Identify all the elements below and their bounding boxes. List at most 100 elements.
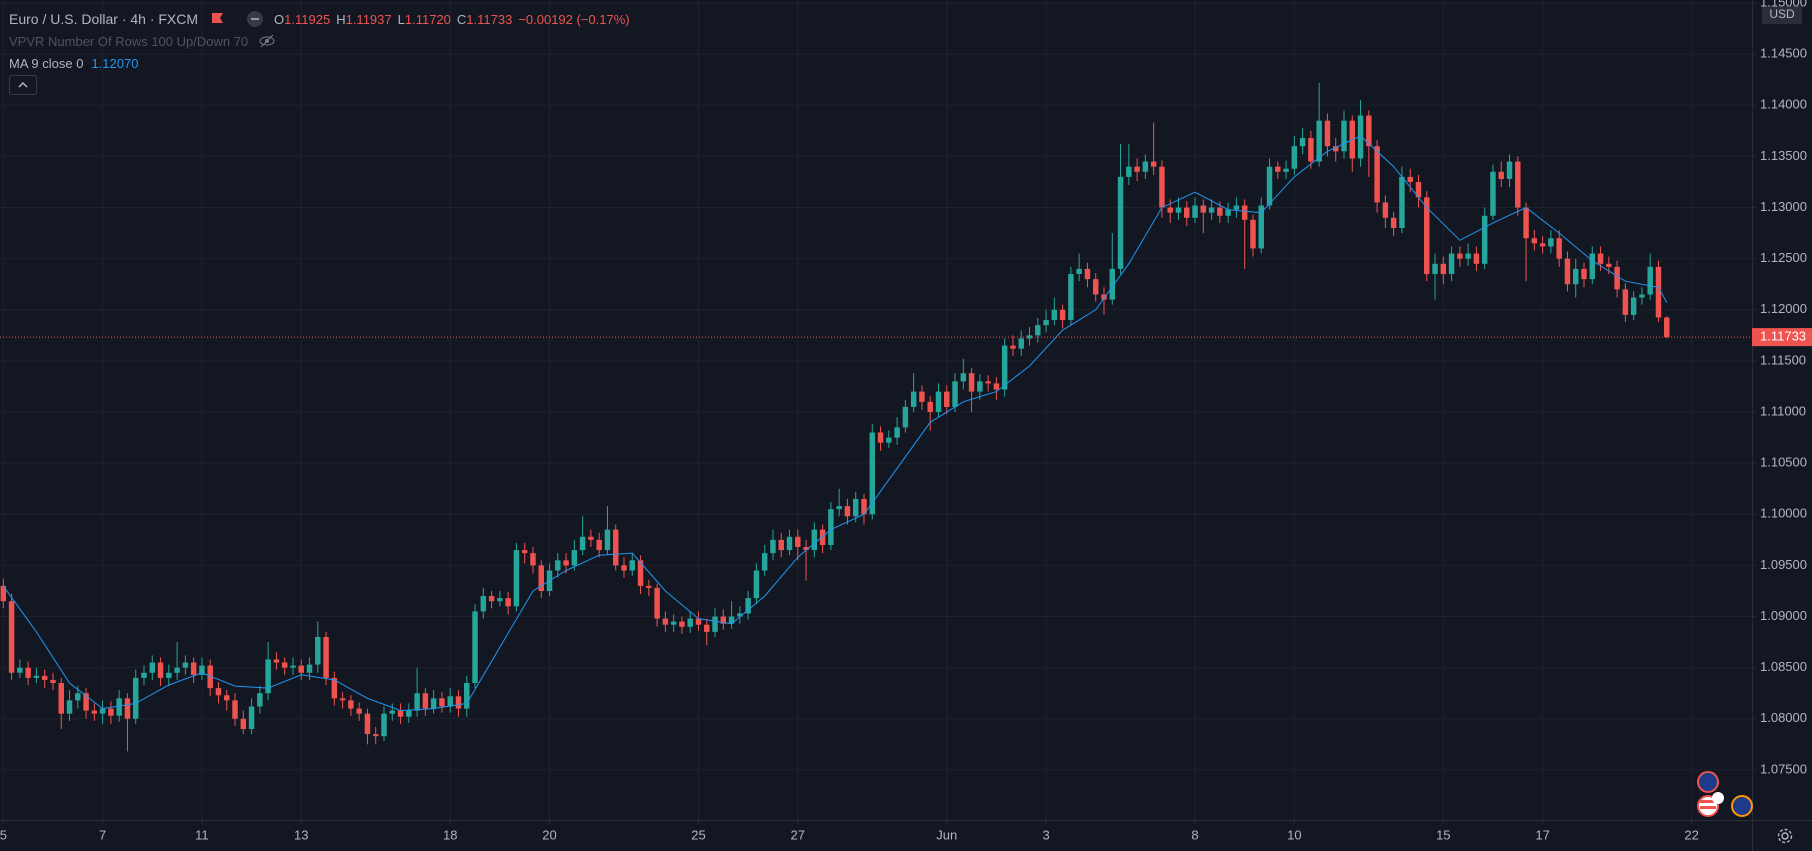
candle-body <box>364 713 371 735</box>
candle-body <box>1407 176 1413 182</box>
candle-body <box>555 560 561 571</box>
symbol-title[interactable]: Euro / U.S. Dollar · 4h · FXCM <box>9 11 199 27</box>
candle-body <box>1589 253 1596 280</box>
candle-body <box>886 437 892 443</box>
ma-row: MA 9 close 0 1.12070 <box>9 52 636 74</box>
candle-body <box>1225 209 1231 216</box>
candle-body <box>1308 138 1314 162</box>
candle-body <box>488 596 495 602</box>
candle-body <box>0 585 7 602</box>
candle-body <box>1316 120 1322 162</box>
y-tick-label: 1.15000 <box>1760 0 1807 10</box>
candle-body <box>1241 205 1248 220</box>
candle-body <box>1473 253 1480 264</box>
flag-icon[interactable] <box>210 12 224 26</box>
candle-body <box>646 585 652 588</box>
candle-body <box>1018 338 1024 349</box>
candle-body <box>1192 205 1198 218</box>
candle-body <box>497 598 503 602</box>
candle-body <box>761 553 768 571</box>
candle-body <box>1481 215 1488 264</box>
candle-body <box>224 695 230 701</box>
candle-body <box>1506 161 1513 179</box>
candle-body <box>1440 263 1447 275</box>
y-tick-label: 1.13500 <box>1760 148 1807 163</box>
candle-body <box>1134 166 1140 172</box>
candle-body <box>190 662 197 675</box>
candle-body <box>1382 202 1389 218</box>
candle-body <box>985 381 991 384</box>
hide-button[interactable] <box>246 10 264 28</box>
candle-body <box>1043 320 1049 326</box>
candle-body <box>1415 181 1422 198</box>
symbol-row: Euro / U.S. Dollar · 4h · FXCM O1.11925 H… <box>9 8 636 30</box>
candle-body <box>786 536 793 551</box>
y-tick-label: 1.13000 <box>1760 199 1807 214</box>
settings-icon[interactable] <box>1777 828 1793 844</box>
candle-body <box>1266 166 1273 206</box>
y-tick-label: 1.11500 <box>1760 352 1806 367</box>
candle-body <box>75 693 81 701</box>
candle-body <box>356 708 362 714</box>
candle-body <box>935 391 942 413</box>
candle-body <box>439 698 445 707</box>
candle-body <box>513 550 520 607</box>
candle-body <box>1639 294 1645 298</box>
candle-body <box>811 529 818 551</box>
candle-body <box>1490 171 1496 216</box>
candle-body <box>414 693 420 711</box>
candle-body <box>1175 207 1182 213</box>
visibility-icon[interactable] <box>258 34 276 48</box>
candle-body <box>852 498 859 517</box>
candle-body <box>182 662 189 668</box>
event-icons[interactable] <box>1697 771 1753 817</box>
indicator-label[interactable]: VPVR Number Of Rows 100 Up/Down 70 <box>9 33 249 49</box>
candle-body <box>480 596 487 612</box>
candle-body <box>944 391 950 407</box>
candle-body <box>960 373 967 382</box>
candle-body <box>1357 115 1364 159</box>
ma-label[interactable]: MA 9 close 0 <box>9 55 84 71</box>
candle-body <box>1142 161 1149 172</box>
candle-body <box>157 662 164 678</box>
x-tick-label: 13 <box>294 827 308 842</box>
candle-body <box>25 667 31 678</box>
collapse-button[interactable] <box>9 75 37 95</box>
candle-body <box>993 383 1000 390</box>
candle-body <box>1622 289 1629 315</box>
candle-body <box>472 611 478 683</box>
candle-body <box>298 665 304 673</box>
candle-body <box>1332 146 1339 152</box>
ohlc-value: 1.11733 <box>466 12 513 27</box>
x-tick-label: 8 <box>1191 827 1198 842</box>
candle-body <box>389 710 396 714</box>
candle-body <box>968 373 975 392</box>
candle-body <box>1001 345 1008 390</box>
candle-body <box>91 710 98 714</box>
change: −0.00192 (−0.17%) <box>518 11 630 27</box>
candle-body <box>83 693 89 711</box>
candle-body <box>894 427 900 438</box>
candle-body <box>778 539 784 551</box>
candle-body <box>530 553 536 566</box>
candle-body <box>207 665 213 689</box>
currency-badge[interactable] <box>1762 6 1802 24</box>
collapse-row <box>9 74 636 96</box>
candle-body <box>149 662 156 673</box>
candle-body <box>1556 238 1562 259</box>
candle-body <box>141 672 147 678</box>
candle-body <box>952 381 958 407</box>
candle-body <box>1051 309 1058 321</box>
candle-body <box>1109 268 1116 300</box>
candle-body <box>629 560 636 571</box>
ma-value: 1.12070 <box>91 55 139 71</box>
ohlc-item: L1.11720 <box>398 12 451 27</box>
candle-body <box>1655 266 1662 318</box>
candle-body <box>1647 266 1653 295</box>
candle-body <box>108 708 114 716</box>
candle-body <box>232 700 238 719</box>
currency: USD <box>1769 7 1795 21</box>
candle-body <box>240 718 247 730</box>
